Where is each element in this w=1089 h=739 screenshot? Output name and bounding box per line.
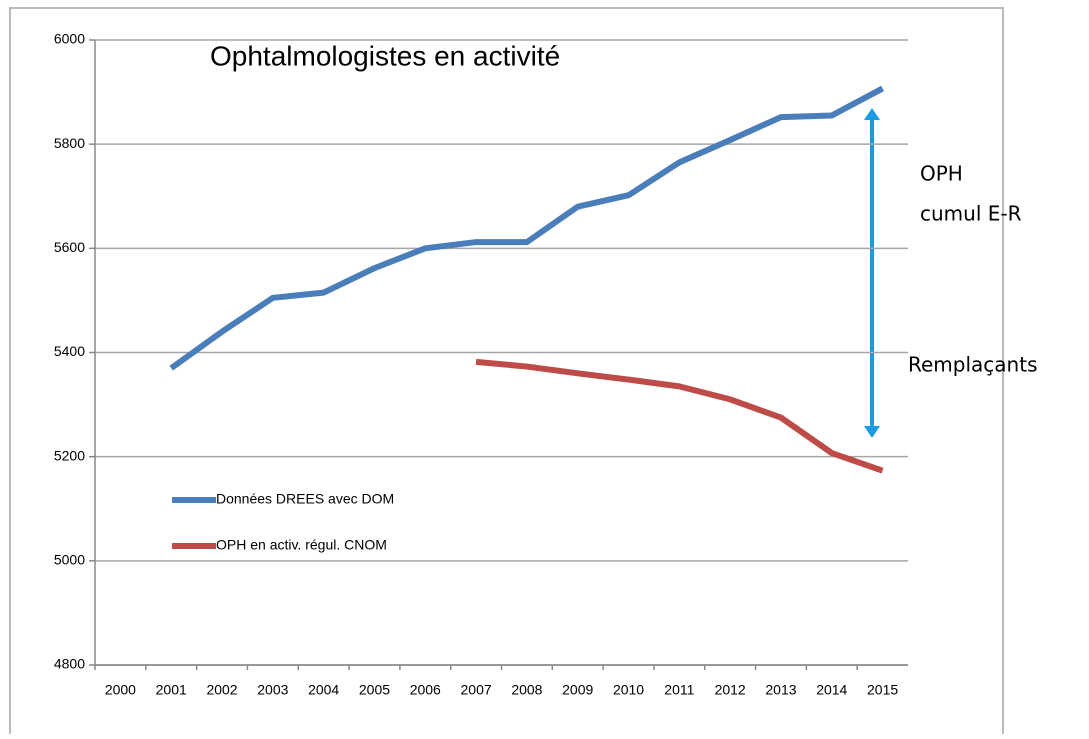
arrow-head — [864, 108, 880, 120]
x-tick-label: 2014 — [816, 682, 847, 698]
chart-title: Ophtalmologistes en activité — [210, 40, 560, 71]
x-tick-label: 2009 — [562, 682, 593, 698]
x-tick-label: 2007 — [461, 682, 492, 698]
x-tick-label: 2001 — [156, 682, 187, 698]
x-tick-label: 2011 — [664, 682, 694, 698]
x-tick-label: 2004 — [308, 682, 339, 698]
annotation: cumul E-R — [920, 202, 1022, 226]
x-tick-label: 2002 — [206, 682, 237, 698]
x-tick-label: 2003 — [257, 682, 288, 698]
series-line — [169, 85, 885, 371]
gap-arrow — [864, 108, 880, 438]
y-tick-label: 5200 — [54, 447, 85, 463]
legend-label: OPH en activ. régul. CNOM — [216, 537, 387, 553]
y-tick-label: 6000 — [54, 31, 85, 47]
legend-label: Données DREES avec DOM — [216, 491, 394, 507]
legend-entry: OPH en activ. régul. CNOM — [172, 537, 387, 553]
series-line — [475, 358, 884, 474]
annotation: OPH — [920, 162, 963, 186]
x-tick-label: 2012 — [715, 682, 746, 698]
y-tick-label: 5600 — [54, 239, 85, 255]
legend-entry: Données DREES avec DOM — [172, 491, 394, 507]
x-tick-label: 2000 — [105, 682, 136, 698]
arrow-head — [864, 426, 880, 438]
x-tick-label: 2008 — [511, 682, 542, 698]
y-tick-label: 5400 — [54, 343, 85, 359]
annotation: Remplaçants — [908, 353, 1037, 377]
chart-frame — [9, 7, 1004, 739]
y-tick-label: 4800 — [54, 656, 85, 672]
x-tick-label: 2015 — [867, 682, 898, 698]
x-tick-label: 2006 — [410, 682, 441, 698]
x-tick-label: 2005 — [359, 682, 390, 698]
x-tick-label: 2010 — [613, 682, 644, 698]
x-tick-label: 2013 — [765, 682, 796, 698]
y-tick-label: 5000 — [54, 552, 85, 568]
y-tick-label: 5800 — [54, 135, 85, 151]
